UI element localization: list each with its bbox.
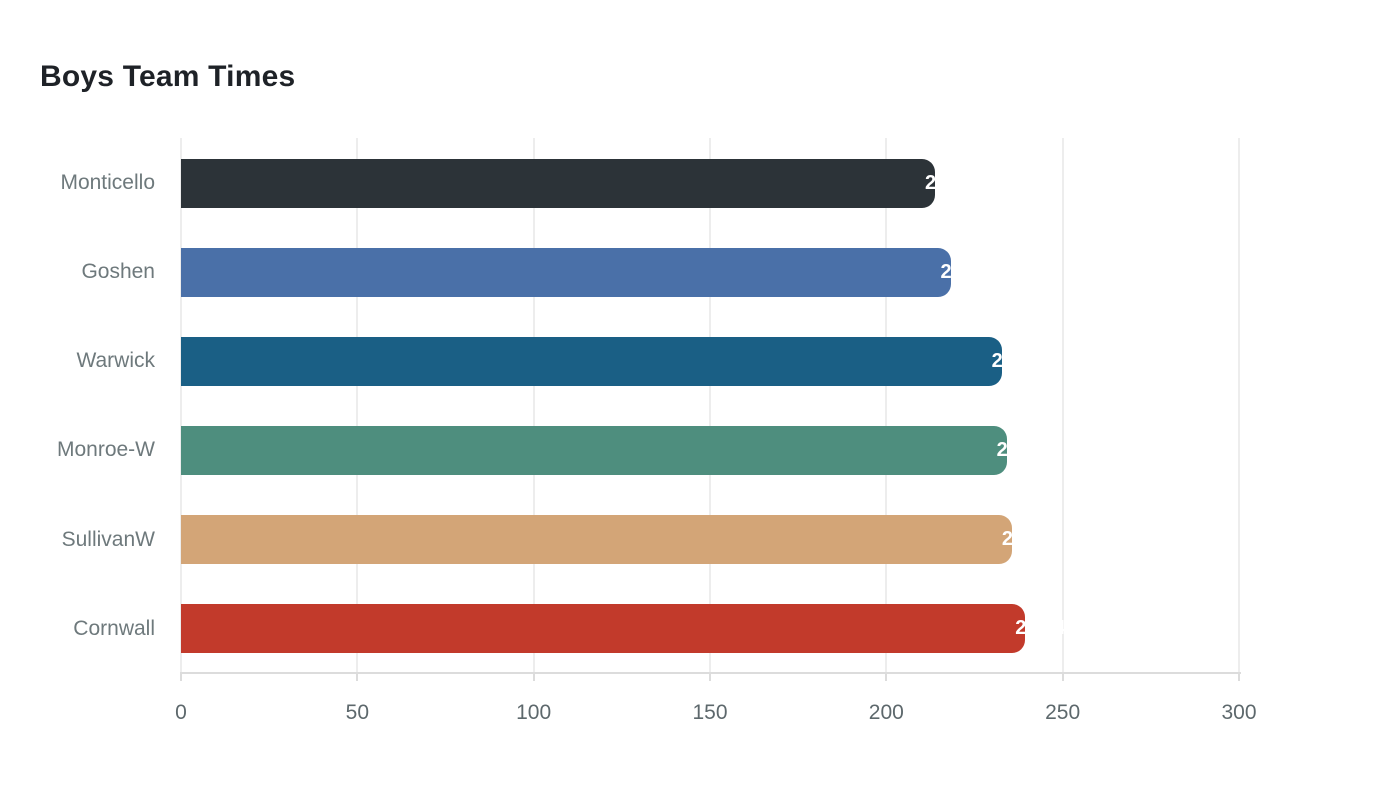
x-tick-label: 250 xyxy=(1045,701,1081,724)
gridline-0 xyxy=(180,138,182,672)
bar-goshen[interactable] xyxy=(181,247,951,297)
x-tick-label: 0 xyxy=(175,701,187,724)
y-category-label: Monroe-W xyxy=(56,438,155,462)
y-category-label: SullivanW xyxy=(61,527,155,551)
axis-tick-250 xyxy=(1061,672,1064,681)
bar-sullivanw[interactable] xyxy=(181,515,1012,565)
x-tick-label: 100 xyxy=(516,701,552,724)
y-category-label: Goshen xyxy=(81,260,155,284)
gridline-50 xyxy=(356,138,359,672)
x-tick-label: 50 xyxy=(345,701,369,724)
y-category-label: Monticello xyxy=(60,171,155,194)
x-tick-label: 200 xyxy=(868,701,904,724)
x-axis-line xyxy=(181,672,1241,674)
x-tick-label: 300 xyxy=(1221,701,1257,724)
bar-value-label: 213.8 xyxy=(925,171,976,194)
y-category-label: Cornwall xyxy=(73,616,155,640)
gridline-300 xyxy=(1238,138,1240,672)
bar-monroe-w[interactable] xyxy=(181,425,1007,475)
bar-warwick[interactable] xyxy=(181,336,1002,386)
gridline-250 xyxy=(1061,138,1064,672)
x-tick-label: 150 xyxy=(692,701,728,724)
axis-tick-100 xyxy=(532,672,535,681)
bar-value-label: 232.7 xyxy=(991,349,1042,372)
axis-tick-200 xyxy=(885,672,888,681)
bar-value-label: 239.4 xyxy=(1015,617,1066,640)
y-category-label: Warwick xyxy=(76,349,155,373)
gridline-100 xyxy=(532,138,535,672)
axis-tick-300 xyxy=(1238,672,1240,681)
bar-value-label: 218.2 xyxy=(940,260,991,283)
bar-cornwall[interactable] xyxy=(181,604,1026,654)
bar-value-label: 234.1 xyxy=(996,438,1047,461)
axis-tick-150 xyxy=(709,672,711,681)
axis-tick-50 xyxy=(356,672,359,681)
bar-monticello[interactable] xyxy=(181,158,935,208)
axis-tick-0 xyxy=(180,672,182,681)
chart-title: Boys Team Times xyxy=(40,60,296,93)
bar-value-label: 235.6 xyxy=(1001,528,1052,551)
gridline-150 xyxy=(709,138,711,672)
gridline-200 xyxy=(885,138,888,672)
